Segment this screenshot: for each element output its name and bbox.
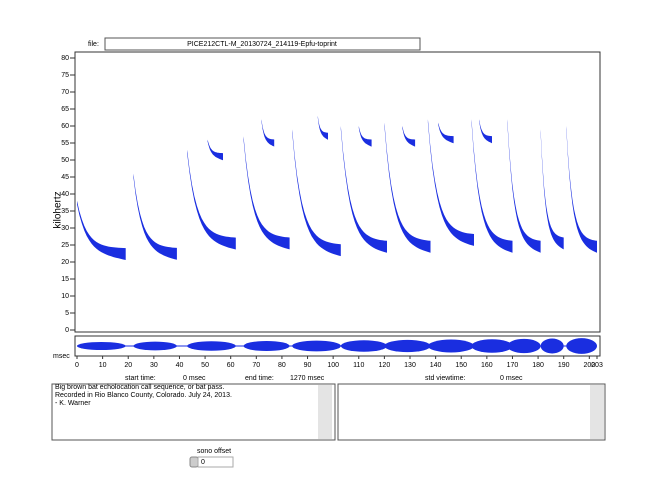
x-tick-label: 110	[353, 362, 364, 369]
harmonic	[402, 126, 416, 147]
call	[77, 200, 126, 260]
x-tick-label: 170	[507, 362, 519, 369]
x-tick-label: 90	[304, 362, 312, 369]
y-tick-label: 10	[61, 293, 69, 300]
x-tick-label: 190	[558, 362, 570, 369]
end-time-label: end time:	[245, 375, 274, 382]
waveform-burst	[133, 341, 177, 351]
x-tick-label: 70	[252, 362, 260, 369]
sono-offset-value: 0	[201, 459, 205, 466]
sono-offset-label: sono offset	[197, 448, 231, 455]
call	[133, 173, 177, 260]
harmonic	[479, 119, 492, 144]
notes-scrollbar[interactable]	[318, 385, 332, 439]
file-name: PICE212CTL-M_20130724_214119-Epfu-toprin…	[187, 41, 337, 48]
x-tick-label: 20	[124, 362, 132, 369]
x-tick-label: 160	[481, 362, 493, 369]
x-tick-label: 40	[176, 362, 184, 369]
harmonic	[317, 115, 328, 140]
harmonic	[438, 122, 454, 144]
waveform-burst	[540, 338, 564, 354]
sono-offset-knob[interactable]	[189, 456, 199, 468]
harmonic	[207, 139, 223, 161]
waveform-burst	[566, 338, 597, 354]
second-scrollbar[interactable]	[590, 385, 604, 439]
x-axis-label: msec	[53, 353, 70, 360]
waveform-burst	[340, 340, 387, 352]
harmonic	[261, 119, 275, 147]
second-notes-box[interactable]	[337, 383, 606, 441]
waveform-burst	[471, 339, 513, 353]
call	[187, 149, 236, 250]
call	[243, 136, 290, 250]
y-tick-label: 80	[61, 55, 69, 62]
end-time-value: 1270 msec	[290, 375, 325, 382]
x-tick-label: 203	[591, 362, 603, 369]
y-tick-label: 45	[61, 174, 69, 181]
sono-offset-field[interactable]	[197, 456, 234, 468]
waveform-burst	[292, 340, 341, 352]
y-tick-label: 65	[61, 106, 69, 113]
y-tick-label: 60	[61, 123, 69, 130]
x-tick-label: 30	[150, 362, 158, 369]
waveform-burst	[77, 342, 126, 350]
waveform-burst	[427, 339, 475, 353]
note-line: Recorded in Rio Blanco County, Colorado.…	[55, 392, 232, 399]
notes-box[interactable]	[51, 383, 336, 441]
y-tick-label: 75	[61, 72, 69, 79]
x-tick-label: 100	[327, 362, 339, 369]
std-viewtime-label: std viewtime:	[425, 375, 466, 382]
x-tick-label: 150	[455, 362, 467, 369]
y-tick-label: 15	[61, 276, 69, 283]
x-tick-label: 60	[227, 362, 235, 369]
x-tick-label: 10	[99, 362, 107, 369]
y-tick-label: 55	[61, 140, 69, 147]
x-tick-label: 80	[278, 362, 286, 369]
y-tick-label: 70	[61, 89, 69, 96]
y-tick-label: 20	[61, 259, 69, 266]
spectrogram-frame	[74, 51, 601, 333]
waveform-burst	[243, 340, 290, 352]
y-tick-label: 30	[61, 225, 69, 232]
call	[540, 129, 564, 250]
start-time-value: 0 msec	[183, 375, 206, 382]
std-viewtime-value: 0 msec	[500, 375, 523, 382]
start-time-label: start time:	[125, 375, 156, 382]
x-tick-label: 200	[583, 362, 595, 369]
file-field[interactable]	[104, 37, 421, 51]
x-tick-label: 120	[379, 362, 391, 369]
x-tick-label: 130	[404, 362, 416, 369]
file-label: file:	[88, 41, 99, 48]
x-tick-label: 140	[430, 362, 442, 369]
y-tick-label: 25	[61, 242, 69, 249]
x-tick-label: 0	[75, 362, 79, 369]
y-tick-label: 40	[61, 191, 69, 198]
waveform-burst	[507, 338, 541, 354]
x-tick-label: 50	[201, 362, 209, 369]
x-tick-label: 180	[532, 362, 544, 369]
harmonic	[358, 126, 372, 147]
y-tick-label: 50	[61, 157, 69, 164]
y-tick-label: 35	[61, 208, 69, 215]
y-tick-label: 5	[65, 310, 69, 317]
note-line: - K. Warner	[55, 400, 91, 407]
y-axis-label: kilohertz	[53, 191, 64, 228]
note-line: Big brown bat echolocation call sequence…	[55, 384, 224, 391]
y-tick-label: 0	[65, 327, 69, 334]
waveform-burst	[384, 339, 431, 353]
waveform-burst	[187, 341, 236, 351]
